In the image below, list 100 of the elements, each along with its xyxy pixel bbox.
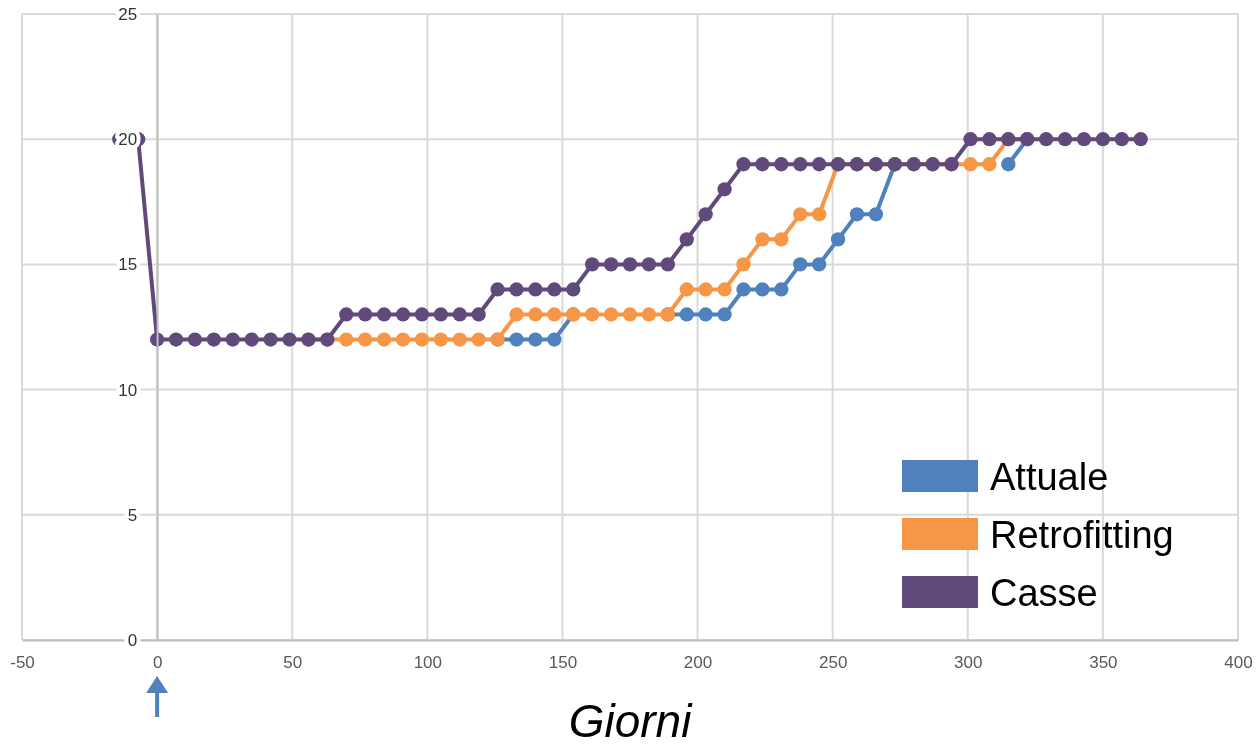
- point: [793, 207, 808, 222]
- x-tick-label: 100: [413, 653, 443, 673]
- point: [509, 307, 524, 322]
- point: [547, 307, 562, 322]
- point: [603, 257, 619, 272]
- legend-label: Attuale: [990, 456, 1109, 498]
- point: [679, 232, 694, 247]
- point: [528, 307, 543, 322]
- point: [358, 332, 373, 347]
- point: [736, 282, 751, 297]
- point: [414, 307, 430, 322]
- point: [868, 207, 884, 222]
- x-tick-label: 150: [548, 653, 578, 673]
- point: [774, 232, 789, 247]
- point: [982, 157, 997, 172]
- point: [736, 157, 751, 172]
- x-tick-label: 250: [818, 653, 848, 673]
- point: [963, 157, 978, 172]
- point: [717, 182, 732, 197]
- point: [490, 282, 505, 297]
- point: [566, 282, 581, 297]
- point: [812, 257, 827, 272]
- point: [755, 232, 770, 247]
- point: [339, 307, 354, 322]
- point: [755, 157, 770, 172]
- point: [358, 307, 373, 322]
- point: [641, 307, 657, 322]
- point: [698, 282, 713, 297]
- point: [225, 332, 240, 347]
- x-tick-label: 300: [954, 653, 983, 673]
- point: [774, 157, 789, 172]
- point: [982, 132, 997, 147]
- point: [812, 157, 827, 172]
- point: [717, 282, 732, 297]
- point: [1076, 132, 1092, 147]
- point: [528, 282, 543, 297]
- point: [452, 332, 467, 347]
- point: [660, 257, 675, 272]
- point: [547, 282, 562, 297]
- point: [376, 332, 392, 347]
- legend-label: Casse: [990, 572, 1098, 614]
- x-tick-label: 200: [683, 653, 713, 673]
- point: [168, 332, 184, 347]
- x-tick-label: 400: [1224, 653, 1253, 673]
- x-tick-label: 50: [283, 653, 303, 673]
- point: [263, 332, 278, 347]
- point: [717, 307, 732, 322]
- y-tick-label: 5: [127, 505, 138, 525]
- point: [755, 282, 770, 297]
- y-tick-label: 20: [118, 130, 138, 150]
- point: [187, 332, 203, 347]
- x-tick-label: 350: [1089, 653, 1118, 673]
- point: [528, 332, 543, 347]
- point: [603, 307, 619, 322]
- point: [736, 257, 751, 272]
- point: [471, 307, 486, 322]
- point: [1039, 132, 1054, 147]
- point: [1095, 132, 1111, 147]
- point: [830, 232, 846, 247]
- point: [1114, 132, 1129, 147]
- point: [206, 332, 221, 347]
- y-tick-label: 0: [127, 630, 138, 650]
- point: [585, 307, 600, 322]
- y-tick-label: 25: [118, 4, 138, 24]
- point: [471, 332, 486, 347]
- point: [1057, 132, 1073, 147]
- point: [641, 257, 657, 272]
- point: [414, 332, 430, 347]
- legend-label: Retrofitting: [990, 514, 1174, 556]
- point: [376, 307, 392, 322]
- point: [622, 257, 638, 272]
- point: [849, 207, 865, 222]
- point: [339, 332, 354, 347]
- point: [793, 257, 808, 272]
- point: [622, 307, 638, 322]
- point: [282, 332, 297, 347]
- point: [1133, 132, 1148, 147]
- point: [774, 282, 789, 297]
- point: [585, 257, 600, 272]
- point: [679, 307, 694, 322]
- point: [395, 332, 411, 347]
- point: [1001, 157, 1016, 172]
- y-tick-label: 15: [118, 255, 138, 275]
- point: [679, 282, 694, 297]
- x-tick-label: 0: [152, 653, 163, 673]
- point: [244, 332, 259, 347]
- point: [698, 307, 713, 322]
- point: [509, 332, 524, 347]
- point: [433, 332, 448, 347]
- y-tick-label: 10: [118, 380, 138, 400]
- point: [698, 207, 713, 222]
- point: [812, 207, 827, 222]
- point: [793, 157, 808, 172]
- point: [452, 307, 467, 322]
- x-axis-title: Giorni: [568, 695, 694, 747]
- x-tick-label: -50: [10, 653, 35, 673]
- point: [547, 332, 562, 347]
- point: [963, 132, 978, 147]
- point: [433, 307, 448, 322]
- point: [509, 282, 524, 297]
